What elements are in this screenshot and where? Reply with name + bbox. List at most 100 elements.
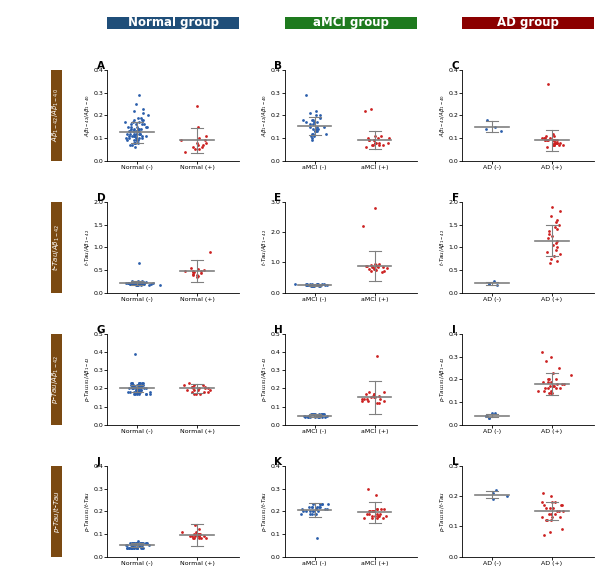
Point: [127, 541, 137, 550]
Point: [305, 122, 315, 131]
Point: [551, 239, 560, 248]
Point: [141, 389, 151, 398]
Point: [142, 538, 152, 548]
Point: [134, 386, 143, 395]
Point: [131, 133, 140, 143]
Point: [137, 543, 147, 552]
Point: [310, 411, 320, 420]
Point: [136, 387, 145, 396]
Point: [542, 357, 551, 366]
Point: [125, 387, 135, 396]
Point: [137, 380, 147, 389]
Point: [130, 127, 139, 136]
Point: [127, 378, 137, 387]
Text: B: B: [274, 61, 282, 71]
Point: [130, 278, 139, 287]
Point: [550, 138, 560, 147]
Point: [304, 281, 314, 290]
Point: [315, 281, 325, 290]
Point: [307, 509, 317, 518]
Point: [370, 131, 380, 140]
Point: [194, 265, 203, 274]
Text: $p$-$Tau/A\beta_{1-42}$: $p$-$Tau/A\beta_{1-42}$: [51, 355, 61, 404]
Point: [547, 352, 556, 361]
Point: [144, 280, 154, 289]
Point: [303, 413, 313, 422]
Point: [202, 138, 211, 147]
Point: [371, 261, 381, 270]
Point: [545, 133, 555, 143]
Point: [493, 280, 502, 289]
Point: [128, 118, 138, 127]
Point: [546, 211, 556, 220]
Point: [540, 133, 550, 143]
Point: [316, 113, 325, 122]
Point: [539, 133, 549, 143]
Point: [124, 122, 133, 131]
Point: [138, 279, 148, 288]
Point: [138, 378, 148, 387]
Point: [366, 260, 376, 269]
Point: [127, 384, 137, 393]
Point: [123, 278, 133, 287]
Point: [314, 410, 324, 419]
Point: [136, 386, 146, 395]
Text: F: F: [452, 193, 459, 203]
Point: [315, 500, 325, 509]
Point: [132, 386, 142, 395]
Point: [307, 115, 316, 124]
Point: [136, 277, 145, 286]
Point: [129, 538, 139, 548]
Point: [559, 507, 568, 516]
Point: [307, 131, 316, 140]
Point: [358, 222, 368, 231]
Point: [125, 140, 135, 149]
Point: [193, 386, 203, 395]
Point: [137, 538, 146, 548]
Point: [146, 279, 156, 289]
Point: [188, 382, 197, 391]
Point: [125, 279, 134, 288]
Point: [372, 398, 382, 407]
Point: [135, 279, 145, 288]
Point: [308, 129, 317, 138]
Point: [134, 387, 144, 396]
Point: [310, 413, 319, 422]
Point: [305, 108, 314, 118]
Point: [307, 502, 317, 511]
Point: [544, 509, 554, 519]
Point: [310, 127, 320, 136]
Point: [311, 127, 321, 136]
Point: [184, 378, 194, 387]
Point: [315, 500, 325, 509]
Point: [131, 99, 141, 108]
Point: [128, 384, 138, 393]
Point: [143, 111, 153, 120]
Point: [136, 129, 145, 138]
Point: [134, 133, 144, 143]
Point: [131, 386, 141, 395]
Y-axis label: $p$-$Tau_{181}/t$-$Tau$: $p$-$Tau_{181}/t$-$Tau$: [83, 491, 92, 532]
Point: [139, 543, 148, 552]
Point: [130, 382, 139, 391]
Point: [365, 507, 375, 516]
Text: $A\beta_{1-42}/A\beta_{1-40}$: $A\beta_{1-42}/A\beta_{1-40}$: [51, 89, 61, 143]
Point: [126, 122, 136, 131]
Point: [364, 136, 373, 145]
Point: [132, 280, 142, 289]
Point: [552, 236, 562, 245]
Point: [122, 541, 131, 550]
Y-axis label: $p$-$Tau_{181}/A\beta_{1-42}$: $p$-$Tau_{181}/A\beta_{1-42}$: [83, 356, 92, 402]
Point: [556, 500, 566, 509]
Y-axis label: $p$-$Tau_{181}/t$-$Tau$: $p$-$Tau_{181}/t$-$Tau$: [438, 491, 447, 532]
Point: [307, 136, 317, 145]
Point: [131, 120, 140, 129]
Point: [559, 140, 568, 149]
Point: [316, 411, 325, 420]
Point: [200, 384, 209, 393]
Point: [133, 538, 142, 548]
Point: [482, 411, 492, 420]
Point: [362, 395, 371, 404]
Point: [136, 113, 146, 122]
Point: [310, 127, 319, 136]
